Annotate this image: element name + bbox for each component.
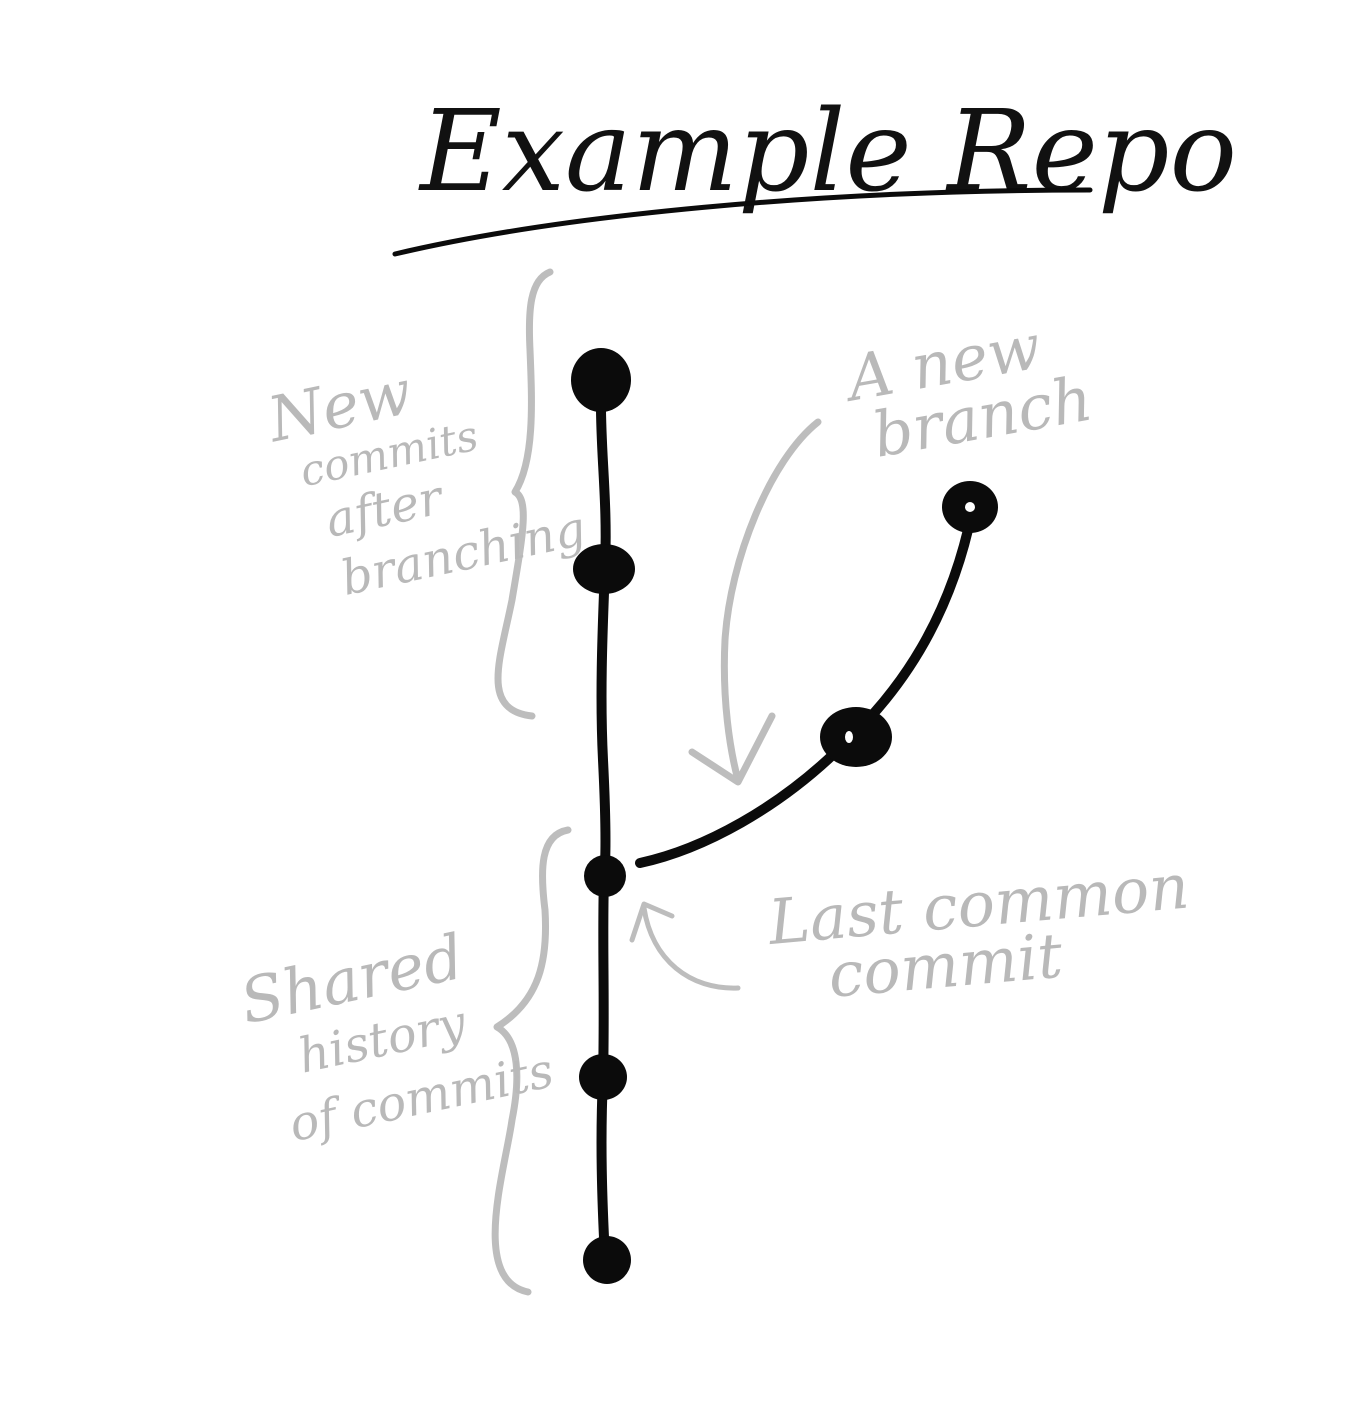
note-new-branch: A new branch xyxy=(837,310,1097,472)
brace-shared-history xyxy=(491,826,572,1296)
commit-node-last-common xyxy=(584,855,626,897)
commit-node-main-4 xyxy=(573,544,635,594)
new-branch-line xyxy=(635,507,977,868)
commit-node-main-5 xyxy=(571,348,631,412)
commit-node-branch-1 xyxy=(820,707,892,767)
commit-node-main-1 xyxy=(583,1236,631,1284)
brace-new-commits xyxy=(494,268,554,720)
title-group: Example Repo xyxy=(392,87,1237,257)
title-underline xyxy=(392,187,1093,257)
arrow-new-branch xyxy=(688,418,822,786)
commit-node-branch-2-highlight xyxy=(965,502,975,512)
note-new-commits: New commits after branching xyxy=(260,355,591,607)
commit-node-main-2 xyxy=(579,1054,627,1100)
arrow-last-common-commit xyxy=(629,901,741,991)
main-branch-line xyxy=(595,390,611,1263)
note-last-common-commit: Last common commit xyxy=(765,849,1192,1011)
commit-node-branch-1-highlight xyxy=(845,731,853,743)
